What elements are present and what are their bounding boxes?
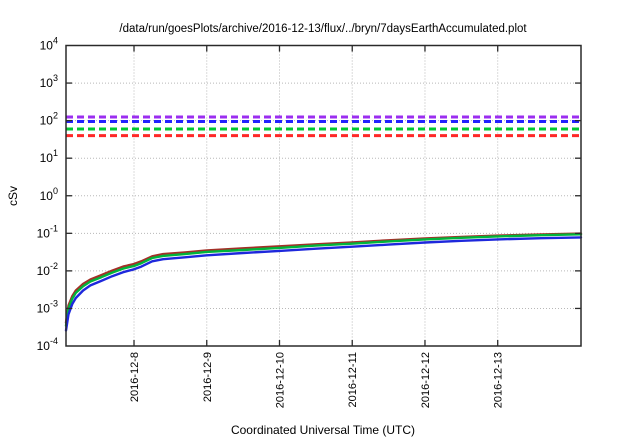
y-tick-exponent: -4 — [50, 336, 58, 346]
y-tick-label: 10-2 — [37, 261, 58, 278]
x-tick-label: 2016-12-11 — [347, 352, 359, 407]
x-tick-label: 2016-12-9 — [202, 352, 214, 402]
y-tick-exponent: 3 — [53, 73, 58, 83]
y-tick-exponent: 0 — [53, 186, 58, 196]
plot-title: /data/run/goesPlots/archive/2016-12-13/f… — [119, 23, 527, 35]
y-tick-label: 100 — [40, 186, 58, 203]
axes-frame-layer — [65, 44, 582, 347]
y-tick-label: 10-3 — [37, 298, 58, 315]
x-tick-label: 2016-12-12 — [420, 352, 432, 408]
x-tick-label: 2016-12-10 — [275, 352, 287, 408]
y-axis-title: cSv — [6, 186, 20, 206]
y-tick-label: 101 — [40, 148, 58, 165]
series-line-accumulated-dose-blue — [64, 236, 583, 332]
y-tick-exponent: -2 — [50, 261, 58, 271]
plot-border — [65, 44, 582, 347]
y-tick-label: 102 — [40, 111, 58, 128]
threshold-lines-layer — [66, 115, 581, 138]
y-tick-exponent: -1 — [50, 223, 58, 233]
y-tick-exponent: 4 — [53, 36, 58, 46]
y-tick-label: 103 — [40, 73, 58, 90]
x-tick-label: 2016-12-13 — [493, 352, 505, 408]
y-tick-label: 10-4 — [37, 336, 58, 353]
tick-labels-layer: 10410310210110010-110-210-310-42016-12-8… — [37, 36, 505, 409]
y-tick-exponent: 1 — [53, 148, 58, 158]
y-tick-exponent: 2 — [53, 111, 58, 121]
x-axis-title: Coordinated Universal Time (UTC) — [231, 423, 415, 437]
x-tick-label: 2016-12-8 — [129, 352, 141, 402]
y-tick-exponent: -3 — [50, 298, 58, 308]
series-line-accumulated-dose-red — [64, 232, 583, 324]
y-tick-label: 104 — [40, 36, 58, 53]
y-tick-label: 10-1 — [37, 223, 58, 240]
grid-layer — [66, 45, 581, 346]
series-layer — [64, 232, 583, 332]
series-line-accumulated-dose-green — [64, 233, 583, 327]
